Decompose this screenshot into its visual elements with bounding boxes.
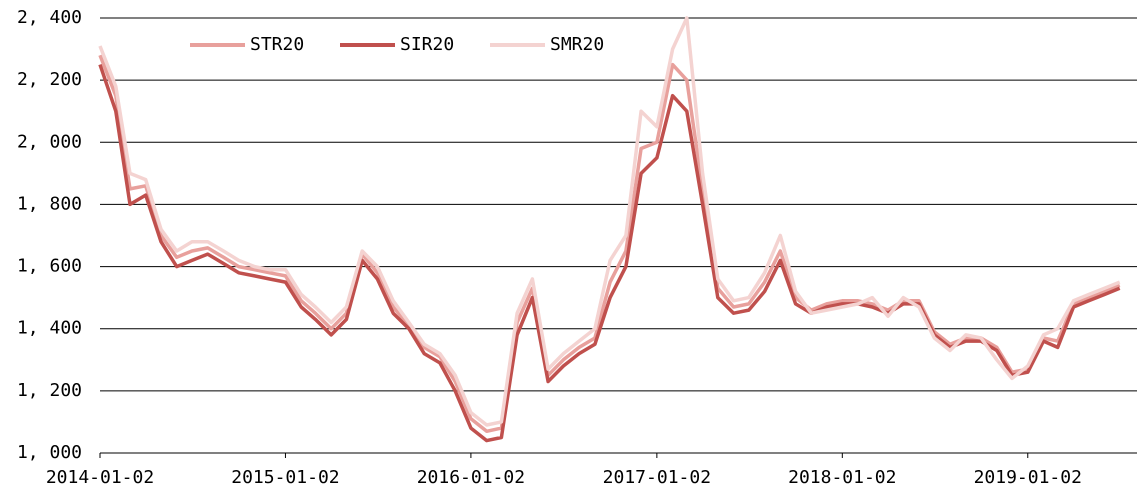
- series-line: [98, 64, 1121, 443]
- y-tick-label: 1, 800: [17, 193, 82, 214]
- y-tick-label: 1, 200: [17, 380, 82, 401]
- x-tick-label: 2014-01-02: [46, 467, 154, 488]
- series-line: [98, 54, 1121, 434]
- y-tick-label: 2, 400: [17, 7, 82, 28]
- x-tick-label: 2016-01-02: [417, 467, 525, 488]
- y-tick-label: 1, 400: [17, 318, 82, 339]
- legend-label: SMR20: [550, 34, 604, 55]
- legend-label: SIR20: [400, 34, 454, 55]
- y-tick-label: 1, 600: [17, 256, 82, 277]
- y-tick-label: 2, 000: [17, 131, 82, 152]
- series-line: [98, 16, 1121, 427]
- y-tick-label: 1, 000: [17, 442, 82, 463]
- x-tick-label: 2015-01-02: [231, 467, 339, 488]
- x-tick-label: 2017-01-02: [603, 467, 711, 488]
- y-tick-label: 2, 200: [17, 69, 82, 90]
- legend-label: STR20: [250, 34, 304, 55]
- x-tick-label: 2019-01-02: [974, 467, 1082, 488]
- x-tick-label: 2018-01-02: [788, 467, 896, 488]
